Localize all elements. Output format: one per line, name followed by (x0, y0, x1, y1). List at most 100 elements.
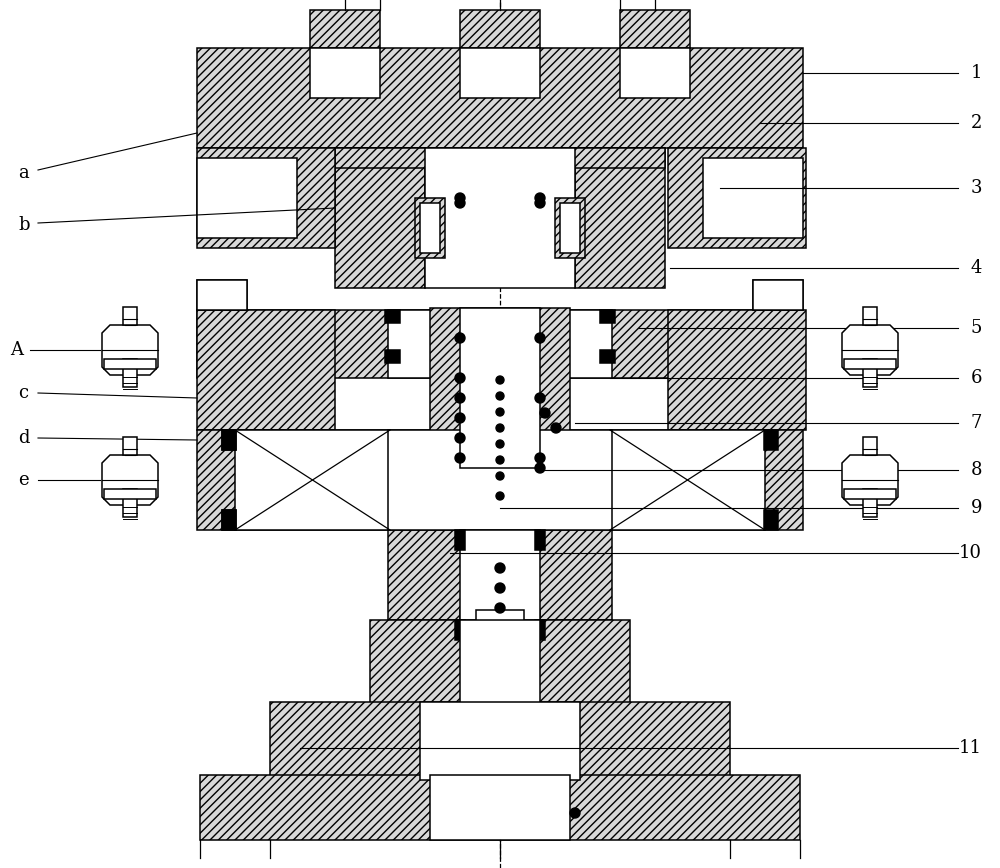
Polygon shape (455, 620, 465, 640)
Polygon shape (764, 510, 778, 530)
Circle shape (535, 198, 545, 208)
Bar (844, 359, 896, 369)
Bar (197, 310, 803, 378)
Bar (620, 10, 690, 48)
Polygon shape (222, 510, 236, 530)
Circle shape (455, 193, 465, 203)
Circle shape (535, 333, 545, 343)
Text: 10: 10 (959, 544, 982, 562)
Bar (388, 310, 612, 378)
Bar (235, 430, 390, 530)
Bar (388, 430, 612, 530)
Bar (844, 489, 896, 499)
Polygon shape (535, 620, 545, 640)
Text: c: c (18, 384, 28, 402)
Circle shape (551, 423, 561, 433)
Circle shape (496, 472, 504, 480)
Circle shape (535, 463, 545, 473)
Bar (668, 148, 806, 248)
Circle shape (496, 456, 504, 464)
Bar (310, 48, 380, 98)
Polygon shape (600, 310, 615, 323)
Circle shape (455, 433, 465, 443)
Bar (197, 310, 335, 430)
Bar (197, 280, 247, 310)
Polygon shape (842, 455, 898, 505)
Circle shape (535, 453, 545, 463)
Bar (460, 620, 540, 710)
Bar (460, 610, 540, 680)
Polygon shape (222, 430, 236, 450)
Bar (123, 437, 137, 455)
Bar (863, 437, 877, 455)
Bar (335, 148, 425, 288)
Text: b: b (18, 216, 30, 234)
Text: 7: 7 (971, 414, 982, 432)
Bar (753, 280, 803, 310)
Circle shape (495, 603, 505, 613)
Circle shape (455, 413, 465, 423)
Bar (668, 310, 806, 430)
Bar (104, 489, 156, 499)
Text: 2: 2 (971, 114, 982, 132)
Polygon shape (535, 530, 545, 550)
Bar (200, 775, 800, 840)
Polygon shape (102, 325, 158, 375)
Bar (197, 48, 803, 148)
Text: d: d (18, 429, 30, 447)
Circle shape (455, 198, 465, 208)
Bar (270, 702, 730, 780)
Text: A: A (10, 341, 23, 359)
Bar (863, 489, 877, 517)
Text: e: e (18, 471, 29, 489)
Circle shape (540, 408, 550, 418)
Circle shape (570, 808, 580, 818)
Text: 8: 8 (970, 461, 982, 479)
Circle shape (455, 453, 465, 463)
Bar (460, 530, 540, 620)
Text: a: a (18, 164, 29, 182)
Text: 9: 9 (970, 499, 982, 517)
Circle shape (496, 376, 504, 384)
Bar (610, 430, 765, 530)
Bar (425, 148, 575, 288)
Bar (460, 10, 540, 48)
Bar (575, 148, 665, 288)
Bar (460, 48, 540, 98)
Circle shape (455, 393, 465, 403)
Bar (335, 148, 665, 168)
Circle shape (496, 440, 504, 448)
Bar (310, 10, 380, 48)
Bar (104, 359, 156, 369)
Circle shape (535, 393, 545, 403)
Circle shape (495, 583, 505, 593)
Bar (197, 280, 247, 310)
Circle shape (495, 563, 505, 573)
Circle shape (496, 408, 504, 416)
Bar (476, 610, 524, 680)
Bar (863, 359, 877, 387)
Polygon shape (600, 350, 615, 363)
Bar (388, 530, 612, 620)
Polygon shape (764, 430, 778, 450)
Bar (703, 158, 803, 238)
Bar (460, 308, 540, 468)
Circle shape (455, 373, 465, 383)
Bar (123, 307, 137, 325)
Text: 5: 5 (971, 319, 982, 337)
Circle shape (496, 424, 504, 432)
Bar (430, 775, 570, 840)
Text: 4: 4 (971, 259, 982, 277)
Bar (123, 489, 137, 517)
Bar (420, 702, 580, 780)
Text: 11: 11 (959, 739, 982, 757)
Polygon shape (102, 455, 158, 505)
Polygon shape (385, 350, 400, 363)
Text: 6: 6 (970, 369, 982, 387)
Bar (370, 620, 630, 710)
Bar (430, 308, 570, 468)
Bar (620, 48, 690, 98)
Bar (560, 203, 580, 253)
Circle shape (455, 333, 465, 343)
Bar (197, 158, 297, 238)
